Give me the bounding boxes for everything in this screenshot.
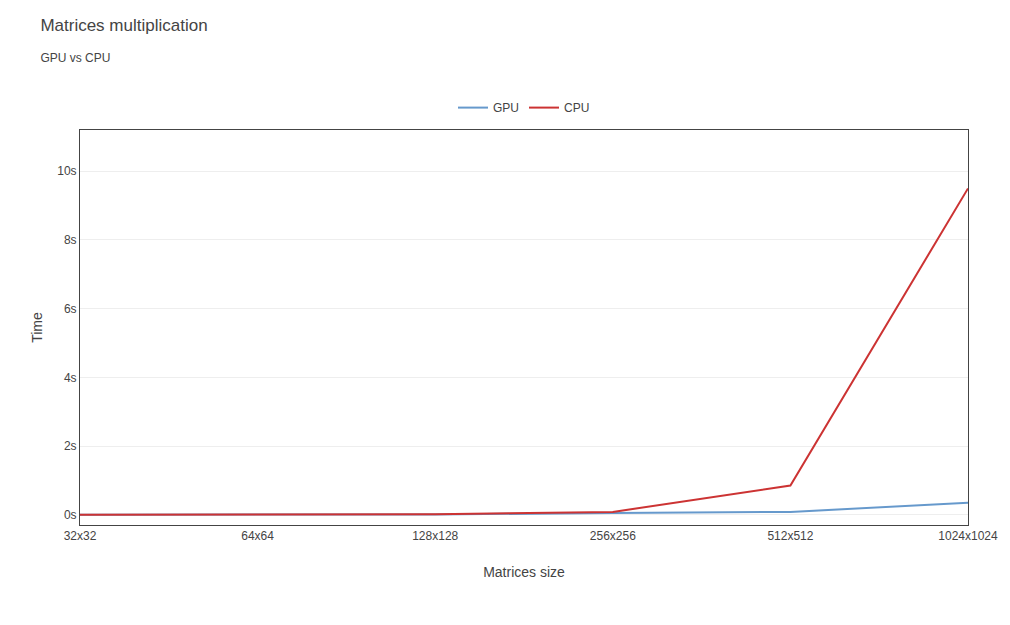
svg-text:1024x1024: 1024x1024 bbox=[938, 529, 998, 543]
svg-text:4s: 4s bbox=[64, 371, 77, 385]
svg-text:Time: Time bbox=[29, 312, 45, 343]
svg-text:512x512: 512x512 bbox=[767, 529, 813, 543]
svg-text:256x256: 256x256 bbox=[590, 529, 636, 543]
svg-text:2s: 2s bbox=[64, 439, 77, 453]
svg-text:Matrices size: Matrices size bbox=[483, 564, 565, 580]
svg-text:GPU: GPU bbox=[493, 101, 519, 115]
svg-text:Matrices multiplication: Matrices multiplication bbox=[40, 16, 207, 35]
svg-text:32x32: 32x32 bbox=[64, 529, 97, 543]
svg-text:8s: 8s bbox=[64, 233, 77, 247]
svg-text:10s: 10s bbox=[57, 164, 76, 178]
svg-text:CPU: CPU bbox=[564, 101, 589, 115]
svg-text:GPU vs CPU: GPU vs CPU bbox=[40, 51, 110, 65]
svg-text:64x64: 64x64 bbox=[241, 529, 274, 543]
svg-text:6s: 6s bbox=[64, 302, 77, 316]
svg-text:0s: 0s bbox=[64, 508, 77, 522]
svg-text:128x128: 128x128 bbox=[412, 529, 458, 543]
